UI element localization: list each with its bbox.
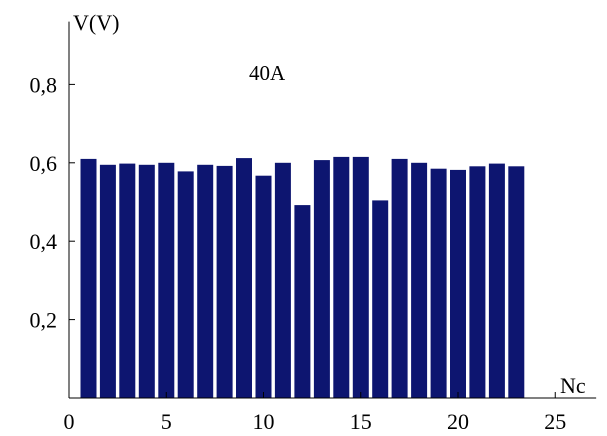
x-tick-label: 5: [161, 409, 172, 434]
bar-7: [197, 164, 214, 398]
y-axis-label: V(V): [73, 10, 119, 35]
bar-22: [488, 163, 505, 398]
y-tick-label: 0,4: [30, 229, 58, 254]
y-tick-label: 0,8: [30, 72, 58, 97]
bar-10: [255, 175, 272, 398]
y-tick-label: 0,6: [30, 151, 58, 176]
x-tick-label: 25: [544, 409, 566, 434]
bar-8: [216, 165, 233, 398]
bar-18: [411, 162, 428, 398]
bar-14: [333, 156, 350, 398]
bar-1: [80, 158, 97, 398]
ticks-group: 0,2 0,4 0,6 0,8 0 5 10 15 20 25: [30, 72, 567, 434]
x-axis-label: Nc: [560, 373, 586, 398]
x-tick-label: 20: [447, 409, 469, 434]
bar-21: [469, 166, 486, 398]
bar-2: [99, 164, 116, 398]
x-tick-label: 10: [253, 409, 275, 434]
bars-group: [80, 156, 525, 398]
chart-annotation: 40A: [249, 61, 286, 85]
x-tick-label: 15: [350, 409, 372, 434]
bar-3: [119, 163, 136, 398]
bar-19: [430, 168, 447, 398]
bar-15: [352, 156, 369, 398]
bar-4: [138, 164, 155, 398]
bar-9: [236, 158, 252, 398]
bar-17: [391, 158, 408, 398]
bar-12: [294, 205, 311, 398]
y-tick-label: 0,2: [30, 308, 58, 333]
bar-23: [508, 166, 525, 398]
x-tick-label: 0: [64, 409, 75, 434]
bar-11: [274, 162, 291, 398]
bar-5: [158, 162, 175, 398]
bar-16: [372, 200, 389, 398]
bar-13: [313, 160, 330, 398]
bar-20: [450, 169, 466, 398]
bar-6: [177, 171, 194, 398]
